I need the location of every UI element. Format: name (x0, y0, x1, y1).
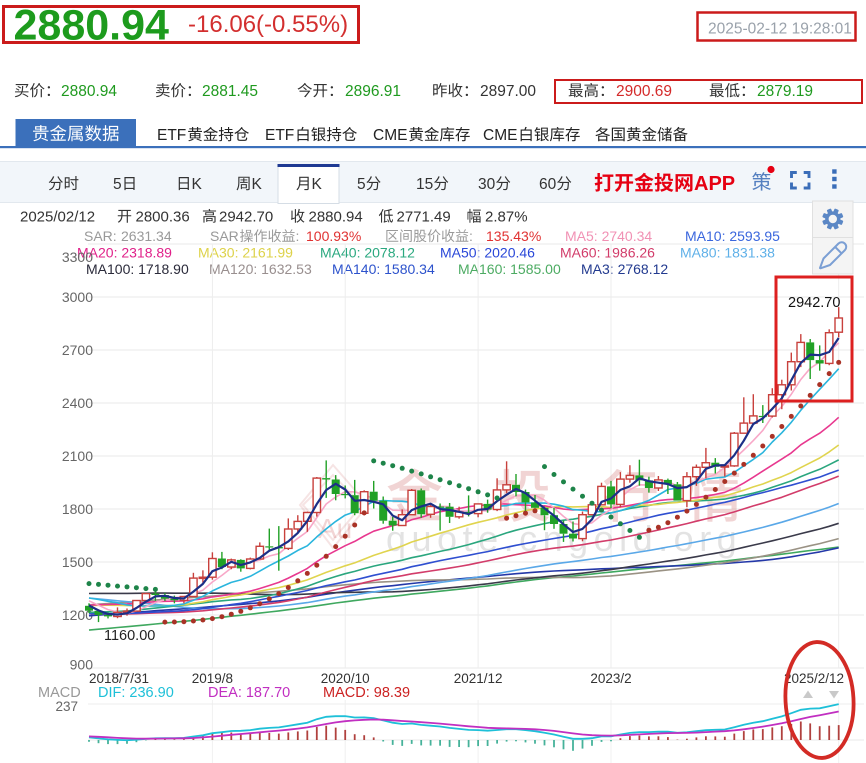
svg-text:ETF: ETF (265, 127, 294, 144)
svg-text:60: 60 (539, 176, 557, 193)
svg-text:2879.19: 2879.19 (757, 83, 813, 100)
svg-text:2900.69: 2900.69 (616, 83, 672, 100)
svg-text:100.93%: 100.93% (306, 228, 361, 244)
svg-text:MA100: 1718.90: MA100: 1718.90 (86, 261, 189, 277)
svg-text:MA40: 2078.12: MA40: 2078.12 (320, 245, 415, 261)
svg-text:2021/12: 2021/12 (454, 671, 503, 686)
svg-text:2018/7/31: 2018/7/31 (89, 671, 149, 686)
svg-text:MACD: MACD (38, 685, 81, 701)
svg-text:MA140: 1580.34: MA140: 1580.34 (332, 261, 435, 277)
svg-text:2025/02/12: 2025/02/12 (20, 209, 95, 226)
svg-text:DIF: 236.90: DIF: 236.90 (98, 685, 174, 701)
svg-text:MA80: 1831.38: MA80: 1831.38 (680, 245, 775, 261)
svg-text:2942.70: 2942.70 (219, 209, 273, 226)
svg-text:MA50: 2020.46: MA50: 2020.46 (440, 245, 535, 261)
svg-text:2942.70: 2942.70 (788, 295, 840, 311)
svg-text:APP: APP (694, 173, 735, 195)
svg-text:135.43%: 135.43% (486, 228, 541, 244)
svg-text:2881.45: 2881.45 (202, 83, 258, 100)
svg-text:MA3: 2768.12: MA3: 2768.12 (581, 261, 668, 277)
svg-text:1800: 1800 (62, 501, 93, 517)
svg-text:30: 30 (478, 176, 496, 193)
svg-text:2771.49: 2771.49 (397, 209, 451, 226)
svg-text:2020/10: 2020/10 (321, 671, 370, 686)
svg-text:1160.00: 1160.00 (104, 628, 155, 644)
svg-text:MACD: 98.39: MACD: 98.39 (323, 685, 410, 701)
svg-text:5: 5 (113, 176, 122, 193)
svg-text:1200: 1200 (62, 607, 93, 623)
svg-text:3300: 3300 (62, 249, 93, 265)
svg-text:K: K (252, 176, 263, 193)
svg-text:5: 5 (357, 176, 366, 193)
svg-text:Au: Au (318, 513, 352, 544)
svg-text:MA60: 1986.26: MA60: 1986.26 (560, 245, 655, 261)
svg-text:2880.94: 2880.94 (61, 83, 117, 100)
svg-text:MA160: 1585.00: MA160: 1585.00 (458, 261, 561, 277)
svg-text:1500: 1500 (62, 554, 93, 570)
svg-text:237: 237 (55, 699, 78, 714)
svg-text:900: 900 (70, 657, 94, 673)
svg-text:2700: 2700 (62, 342, 93, 358)
svg-text:MA5: 2740.34: MA5: 2740.34 (565, 228, 652, 244)
svg-text::: : (296, 228, 300, 244)
svg-text:15: 15 (416, 176, 433, 193)
svg-text:CME: CME (483, 127, 517, 144)
svg-text:2025-02-12 19:28:01: 2025-02-12 19:28:01 (708, 21, 852, 38)
svg-text:ETF: ETF (157, 127, 186, 144)
svg-text:2896.91: 2896.91 (345, 83, 401, 100)
svg-text:2897.00: 2897.00 (480, 83, 536, 100)
svg-text:2.87%: 2.87% (485, 209, 528, 226)
svg-text:MA120: 1632.53: MA120: 1632.53 (209, 261, 312, 277)
svg-text:DEA: 187.70: DEA: 187.70 (208, 685, 290, 701)
svg-text::: : (469, 228, 473, 244)
svg-text:2800.36: 2800.36 (136, 209, 190, 226)
svg-text:2023/2: 2023/2 (590, 671, 631, 686)
svg-text:2100: 2100 (62, 448, 93, 464)
svg-text:3000: 3000 (62, 289, 93, 305)
svg-text:MA30: 2161.99: MA30: 2161.99 (198, 245, 293, 261)
svg-text:2025/2/12: 2025/2/12 (784, 671, 844, 686)
svg-text:2631.34: 2631.34 (121, 228, 172, 244)
svg-text:K: K (312, 176, 323, 193)
svg-text:SAR: SAR (210, 228, 239, 244)
svg-text:SAR:: SAR: (84, 228, 117, 244)
svg-text:2400: 2400 (62, 395, 93, 411)
svg-text:MA20: 2318.89: MA20: 2318.89 (77, 245, 172, 261)
svg-text:2019/8: 2019/8 (192, 671, 233, 686)
svg-text:CME: CME (373, 127, 407, 144)
svg-text:2880.94: 2880.94 (309, 209, 363, 226)
svg-text:2880.94: 2880.94 (14, 2, 170, 50)
svg-text:K: K (192, 176, 203, 193)
svg-text:-16.06(-0.55%): -16.06(-0.55%) (188, 11, 348, 38)
svg-text:MA10: 2593.95: MA10: 2593.95 (685, 228, 780, 244)
